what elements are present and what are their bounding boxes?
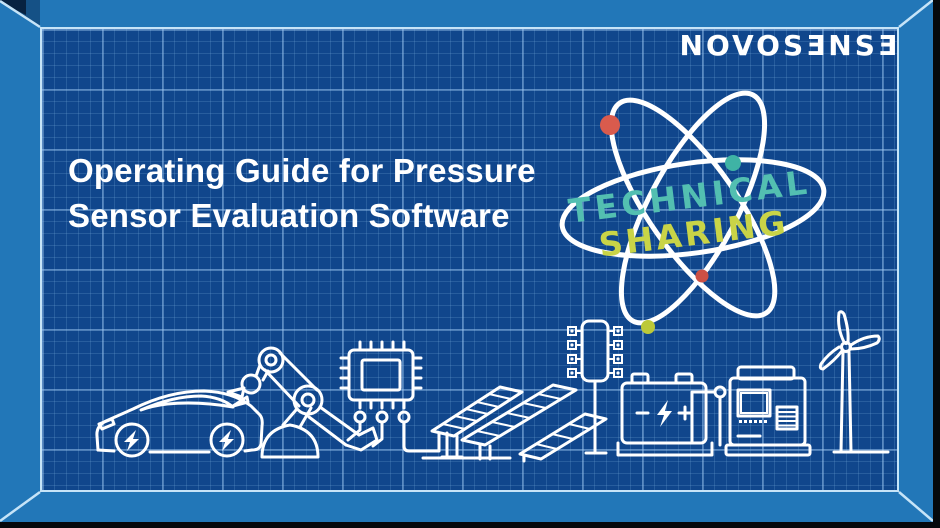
orbit-dot-yellow [641,320,655,334]
slide-title: Operating Guide for Pressure Sensor Eval… [68,148,536,238]
wind-turbine-illustration [818,310,890,454]
solar-panels-illustration [421,383,608,463]
orbit-dot-teal [725,155,741,171]
sensor-chip-post-illustration [567,319,623,455]
letterbox-right [933,0,940,522]
button-row [739,420,767,423]
letterbox-bottom [0,522,940,528]
blueprint-grid [40,27,899,492]
novosense-logo: NOVOSƎNSƎ [679,29,900,62]
lightning-bolt-icon [124,430,139,451]
lightning-bolt-icon [219,430,234,451]
atom-orbits-icon [559,90,827,326]
title-line-2: Sensor Evaluation Software [68,197,510,234]
corner-dark-top-left [0,0,26,15]
technical-sharing-badge: TECHNICAL SHARING [559,90,827,334]
electric-car-illustration [95,389,264,458]
charging-station-illustration [690,365,812,457]
title-line-1: Operating Guide for Pressure [68,152,536,189]
orbit-dot-red-large [600,115,620,135]
robot-arm-illustration [226,346,379,459]
microchip-illustration [339,340,423,410]
blueprint-illustrations [95,310,890,463]
orbit-dot-red-small [695,269,709,283]
circuit-traces-illustration [346,410,441,453]
battery-illustration [616,372,714,457]
lightning-bolt-icon [657,400,672,427]
corner-shade-top-left [0,0,40,27]
